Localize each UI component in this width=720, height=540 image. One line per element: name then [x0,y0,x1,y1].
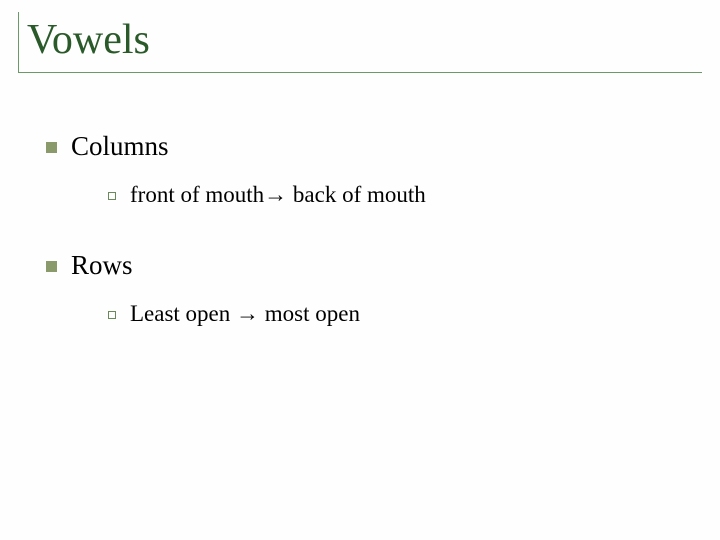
bullet-list: Columns front of mouth→ back of mouth Ro… [18,131,702,327]
sub-item: front of mouth→ back of mouth [108,182,702,208]
sub-item: Least open → most open [108,301,702,327]
hollow-square-icon [108,192,116,200]
title-region: Vowels [18,12,702,73]
bullet-label: Rows [71,250,133,281]
bullet-item: Rows [46,250,702,281]
slide-title: Vowels [27,16,702,64]
square-bullet-icon [46,142,57,153]
bullet-label: Columns [71,131,169,162]
sub-label: front of mouth→ back of mouth [130,182,426,208]
hollow-square-icon [108,311,116,319]
square-bullet-icon [46,261,57,272]
sub-list: front of mouth→ back of mouth [46,182,702,208]
slide-container: Vowels Columns front of mouth→ back of m… [0,0,720,540]
sub-label: Least open → most open [130,301,360,327]
sub-list: Least open → most open [46,301,702,327]
bullet-item: Columns [46,131,702,162]
